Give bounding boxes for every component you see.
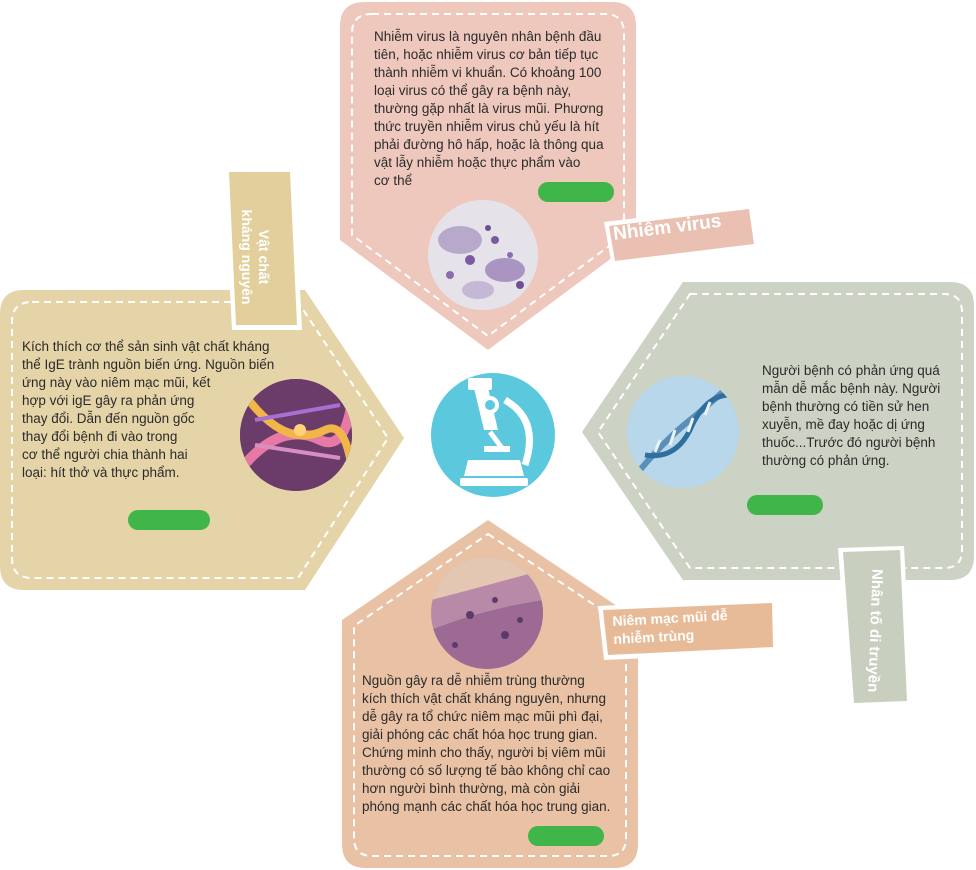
panel-virus bbox=[340, 2, 636, 350]
genetic-description: Người bệnh có phản ứng quá mẫn dễ mắc bệ… bbox=[762, 363, 941, 468]
panel-antigen bbox=[0, 290, 404, 590]
panel-genetic bbox=[582, 282, 974, 580]
ribbon-genetic bbox=[838, 546, 912, 708]
panel-mucosa bbox=[342, 520, 638, 868]
mucosa-description: Nguồn gây ra dễ nhiễm trùng thường kích … bbox=[362, 673, 611, 814]
dna-helix-image bbox=[627, 376, 739, 488]
microscope-icon bbox=[431, 373, 555, 497]
mucosa-more-button[interactable] bbox=[528, 826, 604, 846]
mucosa-tissue-image bbox=[431, 557, 543, 669]
antigen-label-line2: kháng nguyên bbox=[239, 209, 255, 305]
genetic-more-button[interactable] bbox=[747, 495, 823, 515]
antigen-more-button[interactable] bbox=[128, 510, 210, 530]
virus-cells-image bbox=[428, 200, 538, 310]
virus-description: Nhiễm virus là nguyên nhân bệnh đầu tiên… bbox=[374, 29, 604, 188]
ribbon-virus bbox=[604, 204, 758, 266]
mucosa-label: Niêm mạc mũi dễ nhiễm trùng bbox=[612, 606, 729, 648]
dna-image bbox=[240, 379, 352, 491]
antigen-label: Vật chất kháng nguyên bbox=[238, 182, 272, 332]
ribbon-antigen bbox=[224, 168, 302, 330]
antigen-description: Kích thích cơ thể sản sinh vật chất khán… bbox=[22, 339, 275, 480]
antigen-label-line1: Vật chất bbox=[256, 229, 272, 285]
ribbon-mucosa bbox=[598, 598, 778, 660]
virus-more-button[interactable] bbox=[538, 182, 614, 202]
